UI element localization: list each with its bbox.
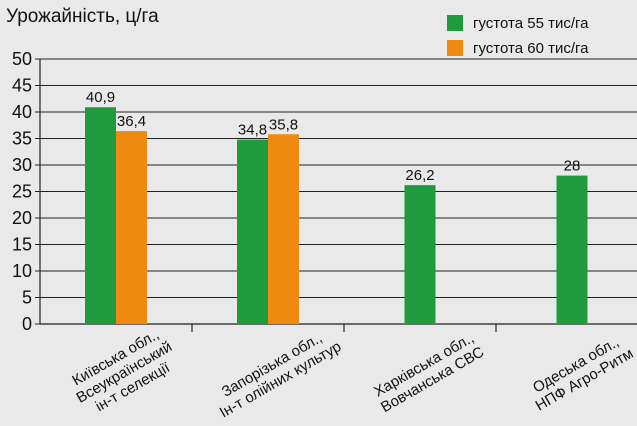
y-tick-label: 40 [12, 102, 32, 122]
legend-label-60: густота 60 тис/га [473, 39, 589, 57]
y-tick-label: 45 [12, 76, 32, 96]
y-tick-label: 0 [22, 314, 32, 334]
y-tick-label: 50 [12, 49, 32, 69]
data-label: 40,9 [86, 89, 115, 106]
legend-label-55: густота 55 тис/га [473, 14, 589, 32]
y-tick-label: 35 [12, 129, 32, 149]
category-label: Харківська обл.,Вовчанська СВС [371, 330, 487, 417]
data-label: 35,8 [269, 116, 298, 133]
y-tick-label: 5 [22, 288, 32, 308]
chart-title: Урожайність, ц/га [6, 6, 159, 27]
y-tick-label: 10 [12, 261, 32, 281]
y-tick-label: 20 [12, 208, 32, 228]
bar [268, 134, 299, 324]
data-label: 36,4 [117, 113, 146, 130]
bar [116, 131, 147, 324]
y-tick-label: 30 [12, 155, 32, 175]
legend-item: густота 60 тис/га [447, 37, 588, 59]
bar [404, 185, 436, 324]
legend-swatch-55 [447, 15, 463, 31]
bar [556, 175, 588, 324]
data-label: 34,8 [238, 122, 267, 139]
legend-swatch-60 [447, 40, 463, 56]
data-label: 26,2 [405, 167, 434, 184]
category-label: Одеська обл.,НПФ Агро-Ритм [530, 334, 636, 415]
bar [237, 139, 268, 324]
y-tick-label: 15 [12, 235, 32, 255]
category-label: Запорізька обл.,Ін-т олійних культур [217, 329, 344, 421]
legend-item: густота 55 тис/га [447, 12, 588, 34]
bar [85, 107, 116, 324]
data-label: 28 [564, 158, 581, 175]
legend: густота 55 тис/га густота 60 тис/га [447, 12, 588, 62]
y-tick-label: 25 [12, 182, 32, 202]
